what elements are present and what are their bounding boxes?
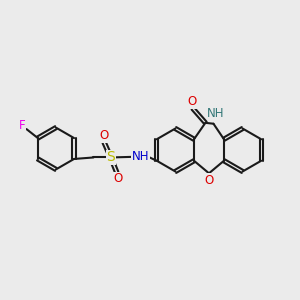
Text: O: O <box>99 130 108 142</box>
Text: F: F <box>19 119 25 132</box>
Text: O: O <box>187 95 196 108</box>
Text: S: S <box>106 151 115 164</box>
Text: NH: NH <box>132 150 149 163</box>
Text: O: O <box>113 172 122 185</box>
Text: O: O <box>204 174 214 187</box>
Text: NH: NH <box>207 107 225 120</box>
